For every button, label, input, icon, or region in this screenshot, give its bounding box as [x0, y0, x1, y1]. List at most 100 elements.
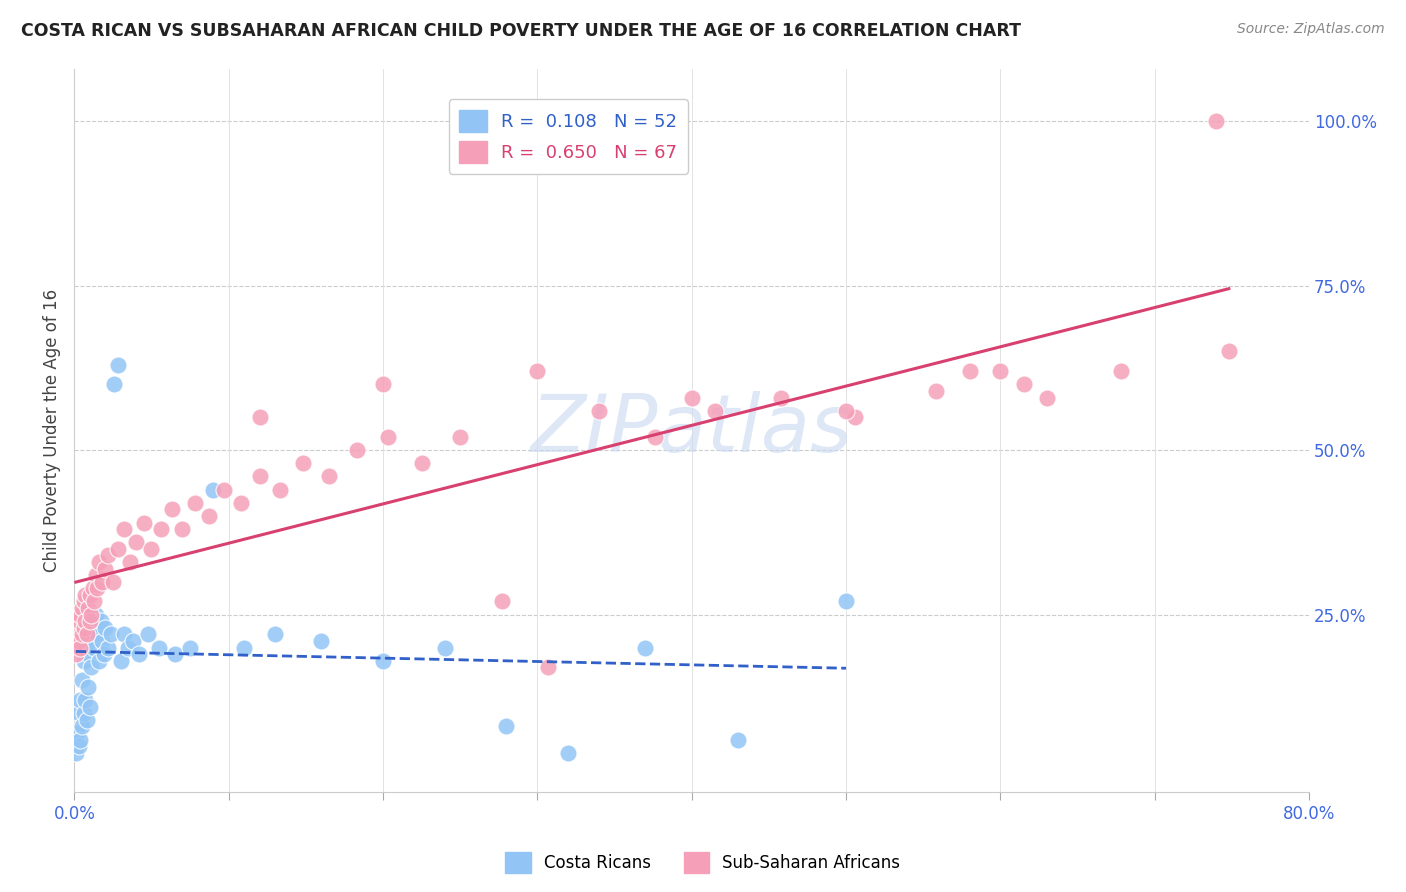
Point: [86, 627, 108, 641]
Point: [93, 647, 115, 661]
Point: [163, 647, 186, 661]
Point: [495, 719, 517, 733]
Point: [87, 555, 110, 569]
Point: [411, 456, 433, 470]
Point: [75, 614, 97, 628]
Point: [681, 391, 703, 405]
Point: [229, 496, 252, 510]
Point: [72, 654, 94, 668]
Legend: R =  0.108   N = 52, R =  0.650   N = 67: R = 0.108 N = 52, R = 0.650 N = 67: [449, 99, 688, 174]
Point: [118, 555, 141, 569]
Point: [72, 594, 94, 608]
Text: Source: ZipAtlas.com: Source: ZipAtlas.com: [1237, 22, 1385, 37]
Point: [125, 535, 148, 549]
Point: [67, 706, 90, 721]
Point: [1012, 377, 1035, 392]
Point: [197, 508, 219, 523]
Point: [69, 693, 91, 707]
Point: [75, 693, 97, 707]
Point: [84, 607, 107, 622]
Point: [346, 443, 368, 458]
Point: [172, 522, 194, 536]
Point: [70, 627, 93, 641]
Point: [66, 627, 89, 641]
Point: [79, 614, 101, 628]
Point: [90, 614, 112, 628]
Point: [79, 588, 101, 602]
Point: [76, 627, 98, 641]
Point: [69, 607, 91, 622]
Point: [1205, 114, 1227, 128]
Point: [69, 640, 91, 655]
Point: [75, 640, 97, 655]
Point: [65, 647, 87, 661]
Point: [76, 627, 98, 641]
Point: [377, 430, 399, 444]
Point: [91, 634, 114, 648]
Point: [112, 522, 135, 536]
Point: [79, 699, 101, 714]
Point: [264, 627, 287, 641]
Point: [69, 732, 91, 747]
Point: [148, 640, 170, 655]
Point: [72, 706, 94, 721]
Point: [149, 522, 172, 536]
Point: [86, 582, 108, 596]
Point: [924, 384, 946, 398]
Point: [249, 410, 271, 425]
Point: [84, 568, 107, 582]
Point: [202, 483, 225, 497]
Point: [94, 561, 117, 575]
Point: [94, 621, 117, 635]
Point: [1035, 391, 1057, 405]
Point: [537, 660, 560, 674]
Point: [76, 713, 98, 727]
Point: [128, 647, 150, 661]
Point: [70, 719, 93, 733]
Point: [526, 364, 548, 378]
Point: [1109, 364, 1132, 378]
Point: [132, 516, 155, 530]
Point: [433, 640, 456, 655]
Point: [644, 430, 666, 444]
Point: [212, 483, 235, 497]
Point: [97, 640, 120, 655]
Y-axis label: Child Poverty Under the Age of 16: Child Poverty Under the Age of 16: [44, 289, 60, 572]
Point: [770, 391, 793, 405]
Point: [249, 469, 271, 483]
Point: [83, 594, 105, 608]
Point: [103, 377, 125, 392]
Point: [83, 640, 105, 655]
Point: [291, 456, 314, 470]
Point: [233, 640, 256, 655]
Point: [75, 588, 97, 602]
Point: [100, 627, 122, 641]
Point: [990, 364, 1012, 378]
Point: [67, 614, 90, 628]
Point: [112, 627, 135, 641]
Point: [371, 377, 394, 392]
Point: [67, 634, 90, 648]
Legend: Costa Ricans, Sub-Saharan Africans: Costa Ricans, Sub-Saharan Africans: [499, 846, 907, 880]
Point: [65, 746, 87, 760]
Point: [844, 410, 866, 425]
Point: [141, 541, 163, 556]
Point: [959, 364, 981, 378]
Point: [491, 594, 513, 608]
Point: [77, 647, 100, 661]
Point: [449, 430, 471, 444]
Point: [835, 403, 858, 417]
Point: [72, 621, 94, 635]
Point: [727, 732, 749, 747]
Point: [87, 654, 110, 668]
Point: [101, 574, 124, 589]
Point: [70, 673, 93, 688]
Point: [634, 640, 657, 655]
Point: [107, 358, 129, 372]
Point: [66, 726, 89, 740]
Point: [557, 746, 579, 760]
Point: [107, 541, 129, 556]
Point: [160, 502, 183, 516]
Point: [97, 549, 120, 563]
Point: [179, 640, 201, 655]
